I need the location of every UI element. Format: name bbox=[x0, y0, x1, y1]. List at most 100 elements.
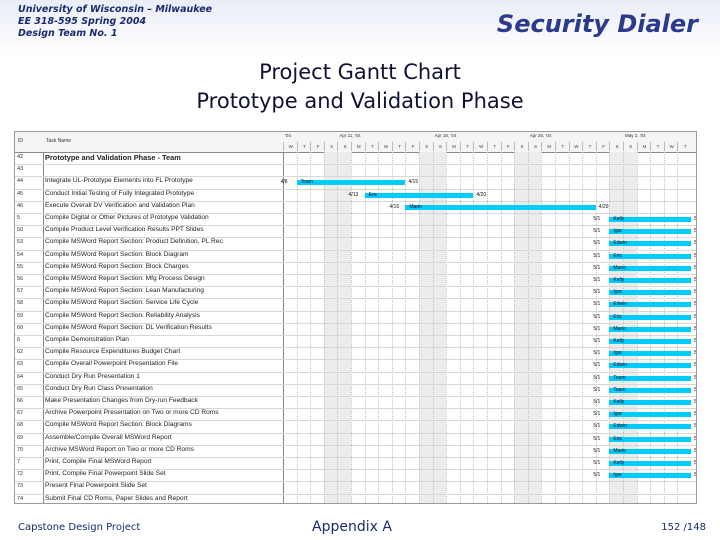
resource-label: Igor bbox=[613, 411, 623, 418]
task-row[interactable]: 5 Compile Digital or Other Pictures of Pr… bbox=[15, 213, 696, 227]
grid-line bbox=[500, 152, 502, 503]
task-row[interactable]: 70 Archive MSWord Report on Two or more C… bbox=[15, 445, 696, 458]
task-name: Conduct Initial Testing of Fully Integra… bbox=[45, 189, 195, 197]
task-bar[interactable] bbox=[609, 290, 691, 296]
task-row[interactable]: 57 Compile MSWord Report Section: Lean Ma… bbox=[15, 286, 696, 300]
task-row[interactable]: 65 Conduct Dry Run Class Presentation bbox=[15, 384, 696, 397]
task-row[interactable]: 7 Print, Compile Final MSWord Report bbox=[15, 457, 696, 471]
resource-label: Igor bbox=[613, 350, 623, 357]
task-bar[interactable] bbox=[609, 363, 691, 369]
task-name: Compile MSWord Report Section: Reliabili… bbox=[45, 311, 200, 319]
start-date-label: 5/1 bbox=[593, 386, 601, 393]
task-bar[interactable] bbox=[609, 461, 691, 466]
task-row[interactable]: 53 Compile MSWord Report Section: Product… bbox=[15, 237, 696, 251]
task-id: 74 bbox=[17, 495, 24, 502]
task-name: Compile MSWord Report Section: Block Dia… bbox=[45, 421, 192, 429]
task-row[interactable]: 56 Compile MSWord Report Section: Mfg Pro… bbox=[15, 274, 696, 288]
task-bar[interactable] bbox=[609, 436, 691, 442]
task-row[interactable]: 63 Compile Overall Powerpoint Presentatio… bbox=[15, 359, 696, 373]
week-label: Apr 11, '04 bbox=[339, 133, 361, 138]
start-date-label: 5/1 bbox=[593, 264, 601, 271]
task-bar[interactable] bbox=[609, 375, 691, 381]
week-label: Apr 18, '04 bbox=[434, 133, 457, 138]
resource-label: Igor bbox=[613, 472, 623, 479]
task-name: Conduct Dry Run Presentation 1 bbox=[45, 372, 140, 380]
task-name: Compile Product Level Verification Resul… bbox=[45, 226, 204, 234]
task-row[interactable]: 68 Compile MSWord Report Section: Block D… bbox=[15, 420, 696, 434]
task-row[interactable]: 69 Assemble/Compile Overall MSWord Report bbox=[15, 433, 696, 446]
task-bar[interactable] bbox=[609, 387, 691, 393]
task-row[interactable]: 72 Print, Compile Final Powerpoint Slide … bbox=[15, 469, 696, 483]
task-bar[interactable] bbox=[405, 204, 596, 210]
resource-label: Mario bbox=[409, 203, 422, 210]
resource-label: Edwin bbox=[613, 423, 628, 430]
task-row[interactable]: 44 Integrate UL-Prototype Elements into F… bbox=[15, 176, 696, 190]
task-name: Prototype and Validation Phase - Team bbox=[45, 153, 181, 162]
day-cell: S bbox=[432, 142, 448, 151]
task-bar[interactable] bbox=[609, 473, 691, 479]
task-row[interactable]: 73 Present Final Powerpoint Slide Set bbox=[15, 481, 696, 495]
task-bar[interactable] bbox=[609, 424, 691, 430]
task-row[interactable]: 60 Compile MSWord Report Section: DL Veri… bbox=[15, 323, 696, 336]
task-row[interactable]: 59 Compile MSWord Report Section: Reliabi… bbox=[15, 311, 696, 324]
grid-line bbox=[595, 152, 597, 503]
day-cell: T bbox=[459, 142, 475, 151]
task-row[interactable]: 54 Compile MSWord Report Section: Block D… bbox=[15, 250, 696, 263]
task-bar[interactable] bbox=[609, 229, 691, 235]
task-name: Compile MSWord Report Section: Product D… bbox=[45, 238, 223, 246]
start-date-label: 4/16 bbox=[389, 203, 400, 210]
task-id: 70 bbox=[17, 446, 24, 453]
task-row[interactable]: 67 Archive Powerpoint Presentation on Two… bbox=[15, 408, 696, 422]
resource-label: Team bbox=[613, 386, 626, 393]
task-bar[interactable] bbox=[609, 217, 691, 222]
task-bar[interactable] bbox=[364, 192, 474, 198]
task-row[interactable]: 50 Compile Product Level Verification Res… bbox=[15, 225, 696, 239]
task-id: 7 bbox=[17, 459, 21, 465]
task-bar[interactable] bbox=[609, 265, 691, 271]
start-date-label: 5/1 bbox=[593, 289, 601, 296]
grid-line bbox=[323, 152, 325, 503]
task-bar[interactable] bbox=[609, 400, 691, 405]
task-bar[interactable] bbox=[296, 180, 406, 186]
task-bar[interactable] bbox=[609, 412, 691, 418]
task-bar[interactable] bbox=[609, 302, 691, 308]
task-bar[interactable] bbox=[609, 339, 691, 344]
grid-line bbox=[391, 152, 393, 503]
header-info: University of Wisconsin – Milwaukee EE 3… bbox=[18, 4, 212, 40]
start-date-label: 4/13 bbox=[348, 191, 359, 198]
column-divider bbox=[43, 152, 44, 503]
task-id: 60 bbox=[17, 324, 24, 331]
grid-line bbox=[364, 152, 366, 503]
finish-date-label: 5/6 bbox=[694, 313, 697, 320]
task-row[interactable]: 46 Execute Overall DV Verification and Va… bbox=[15, 201, 696, 214]
task-row[interactable]: 58 Compile MSWord Report Section: Service… bbox=[15, 298, 696, 312]
task-row[interactable]: 43 bbox=[15, 164, 696, 178]
weekend-shade bbox=[323, 152, 338, 503]
resource-label: Edwin bbox=[613, 362, 628, 369]
grid-line bbox=[487, 152, 488, 503]
grid-line bbox=[582, 152, 584, 503]
task-row[interactable]: 74 Submit Final CD Roms, Paper Slides and… bbox=[15, 494, 696, 503]
task-bar[interactable] bbox=[609, 241, 691, 247]
task-row[interactable]: 6 Compile Demonstration Plan bbox=[15, 335, 696, 349]
summary-task-row[interactable]: 42 Prototype and Validation Phase - Team bbox=[15, 152, 696, 166]
task-row[interactable]: 55 Compile MSWord Report Section: Block C… bbox=[15, 262, 696, 275]
day-cell: S bbox=[609, 142, 624, 151]
task-bar[interactable] bbox=[609, 314, 691, 320]
task-row[interactable]: 62 Compile Resource Expenditures Budget C… bbox=[15, 347, 696, 361]
task-bar[interactable] bbox=[609, 448, 691, 454]
resource-label: Mario bbox=[613, 447, 626, 454]
task-bar[interactable] bbox=[609, 351, 691, 357]
task-bar[interactable] bbox=[609, 278, 691, 283]
task-row[interactable]: 66 Make Presentation Changes from Dry-run… bbox=[15, 396, 696, 410]
task-bar[interactable] bbox=[609, 326, 691, 332]
id-column-header: ID bbox=[15, 132, 44, 153]
task-id: 65 bbox=[17, 385, 24, 392]
day-cell: F bbox=[405, 142, 420, 151]
grid-line bbox=[527, 152, 529, 503]
task-id: 44 bbox=[17, 178, 24, 185]
task-bar[interactable] bbox=[609, 253, 691, 259]
task-id: 64 bbox=[17, 373, 24, 380]
task-row[interactable]: 64 Conduct Dry Run Presentation 1 bbox=[15, 372, 696, 385]
task-row[interactable]: 45 Conduct Initial Testing of Fully Integ… bbox=[15, 189, 696, 202]
